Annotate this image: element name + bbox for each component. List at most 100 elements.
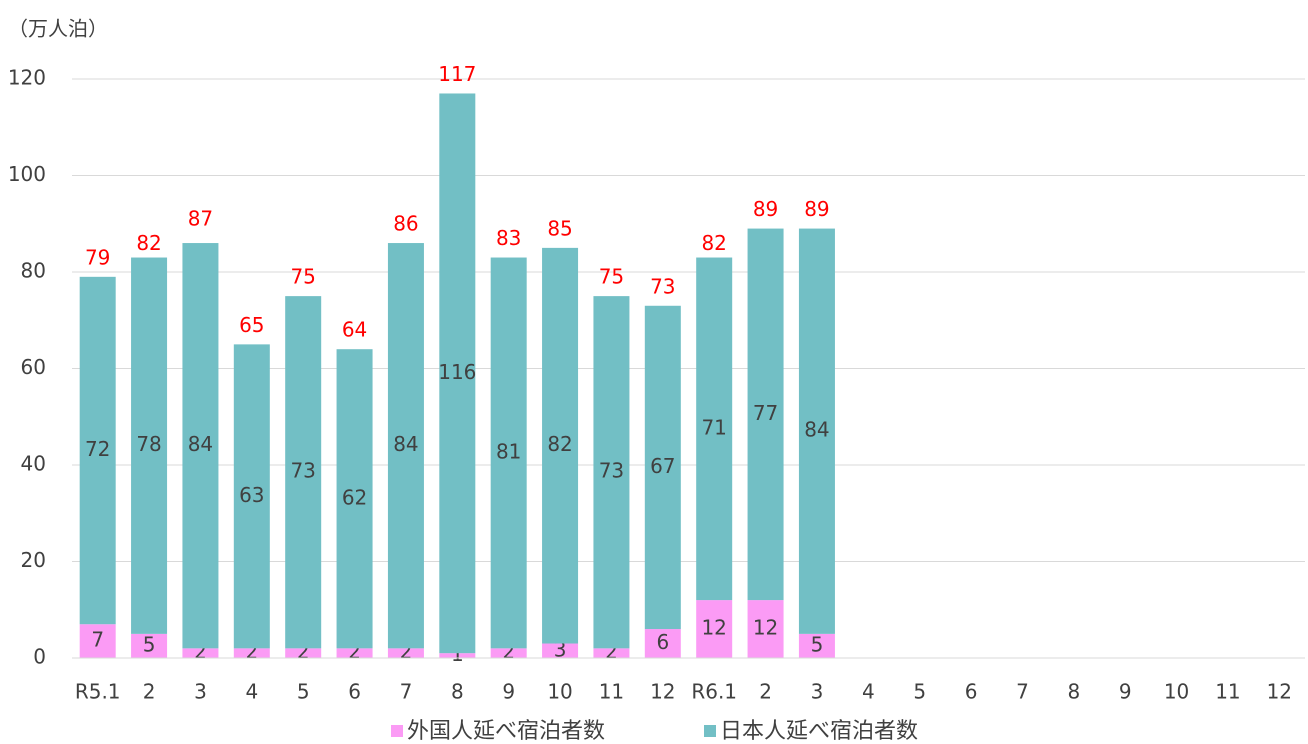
data-label: 82: [547, 432, 572, 456]
y-axis-label: （万人泊）: [8, 17, 108, 41]
legend-label: 外国人延べ宿泊者数: [407, 719, 605, 744]
legend-swatch: [391, 725, 403, 737]
x-tick-label: 4: [245, 680, 258, 704]
total-label: 85: [547, 216, 572, 240]
bar-segment: [696, 600, 733, 658]
bar-segment: [747, 600, 784, 658]
data-label: 81: [496, 439, 521, 463]
total-label: 79: [85, 245, 110, 269]
x-tick-label: R6.1: [691, 680, 737, 704]
x-tick-label: 2: [759, 680, 772, 704]
y-tick-label: 120: [8, 66, 46, 90]
data-label: 5: [143, 632, 156, 656]
bar-segment: [387, 243, 424, 649]
x-tick-label: 10: [1164, 680, 1189, 704]
y-tick-label: 20: [21, 548, 46, 572]
bar-segment: [439, 653, 476, 658]
total-label: 65: [239, 313, 264, 337]
total-label: 73: [650, 274, 675, 298]
data-label: 12: [701, 616, 726, 640]
bar-segment: [798, 228, 835, 634]
bar-segment: [644, 305, 681, 630]
x-tick-label: 9: [502, 680, 515, 704]
bar-segment: [542, 643, 579, 658]
x-tick-label: 4: [862, 680, 875, 704]
bar-segment: [593, 296, 630, 649]
x-tick-label: 11: [1215, 680, 1240, 704]
total-label: 82: [701, 231, 726, 255]
bar-segment: [285, 648, 322, 658]
bar-segment: [696, 257, 733, 601]
x-tick-label: 9: [1119, 680, 1132, 704]
x-tick-label: 3: [811, 680, 824, 704]
x-tick-label: 3: [194, 680, 207, 704]
x-tick-label: 6: [348, 680, 361, 704]
y-tick-label: 60: [21, 355, 46, 379]
total-label: 75: [290, 265, 315, 289]
y-tick-label: 100: [8, 162, 46, 186]
data-label: 73: [599, 459, 624, 483]
bar-segment: [233, 344, 270, 649]
bar-segment: [233, 648, 270, 658]
x-tick-label: 10: [547, 680, 572, 704]
x-tick-label: 2: [143, 680, 156, 704]
y-tick-label: 40: [21, 452, 46, 476]
bar-segment: [747, 228, 784, 601]
data-label: 78: [136, 432, 161, 456]
y-tick-label: 0: [33, 645, 46, 669]
bar-segment: [387, 648, 424, 658]
bar-segment: [285, 296, 322, 649]
data-label: 77: [753, 401, 778, 425]
x-tick-label: 12: [1267, 680, 1292, 704]
bar-segment: [182, 648, 219, 658]
bar-segment: [798, 633, 835, 658]
total-label: 117: [438, 62, 476, 86]
data-label: 84: [188, 432, 213, 456]
legend-label: 日本人延べ宿泊者数: [720, 719, 918, 744]
data-label: 5: [811, 632, 824, 656]
x-tick-label: R5.1: [75, 680, 121, 704]
data-label: 12: [753, 616, 778, 640]
data-label: 62: [342, 485, 367, 509]
data-label: 63: [239, 483, 264, 507]
bar-segment: [490, 257, 527, 649]
bar-segment: [336, 349, 373, 649]
total-label: 89: [753, 197, 778, 221]
bar-segment: [131, 633, 168, 658]
total-label: 64: [342, 318, 367, 342]
legend-swatch: [704, 725, 716, 737]
bar-segment: [336, 648, 373, 658]
bar-segment: [182, 243, 219, 649]
bar-segment: [79, 624, 116, 658]
x-tick-label: 5: [913, 680, 926, 704]
bar-segment: [542, 247, 579, 644]
data-label: 73: [290, 459, 315, 483]
x-tick-label: 5: [297, 680, 310, 704]
total-label: 87: [188, 207, 213, 231]
data-label: 7: [91, 628, 104, 652]
bar-segment: [131, 257, 168, 634]
x-tick-label: 7: [1016, 680, 1029, 704]
total-label: 82: [136, 231, 161, 255]
bar-segment: [79, 276, 116, 625]
x-tick-label: 7: [400, 680, 413, 704]
data-label: 67: [650, 454, 675, 478]
data-label: 84: [393, 432, 418, 456]
x-tick-label: 8: [451, 680, 464, 704]
bar-segment: [439, 93, 476, 654]
x-tick-label: 6: [965, 680, 978, 704]
data-label: 72: [85, 437, 110, 461]
x-tick-label: 11: [599, 680, 624, 704]
total-label: 86: [393, 212, 418, 236]
y-tick-label: 80: [21, 259, 46, 283]
data-label: 84: [804, 418, 829, 442]
total-label: 83: [496, 226, 521, 250]
total-label: 75: [599, 265, 624, 289]
data-label: 116: [438, 360, 476, 384]
data-label: 71: [701, 415, 726, 439]
bar-segment: [593, 648, 630, 658]
bar-segment: [490, 648, 527, 658]
bar-segment: [644, 629, 681, 658]
